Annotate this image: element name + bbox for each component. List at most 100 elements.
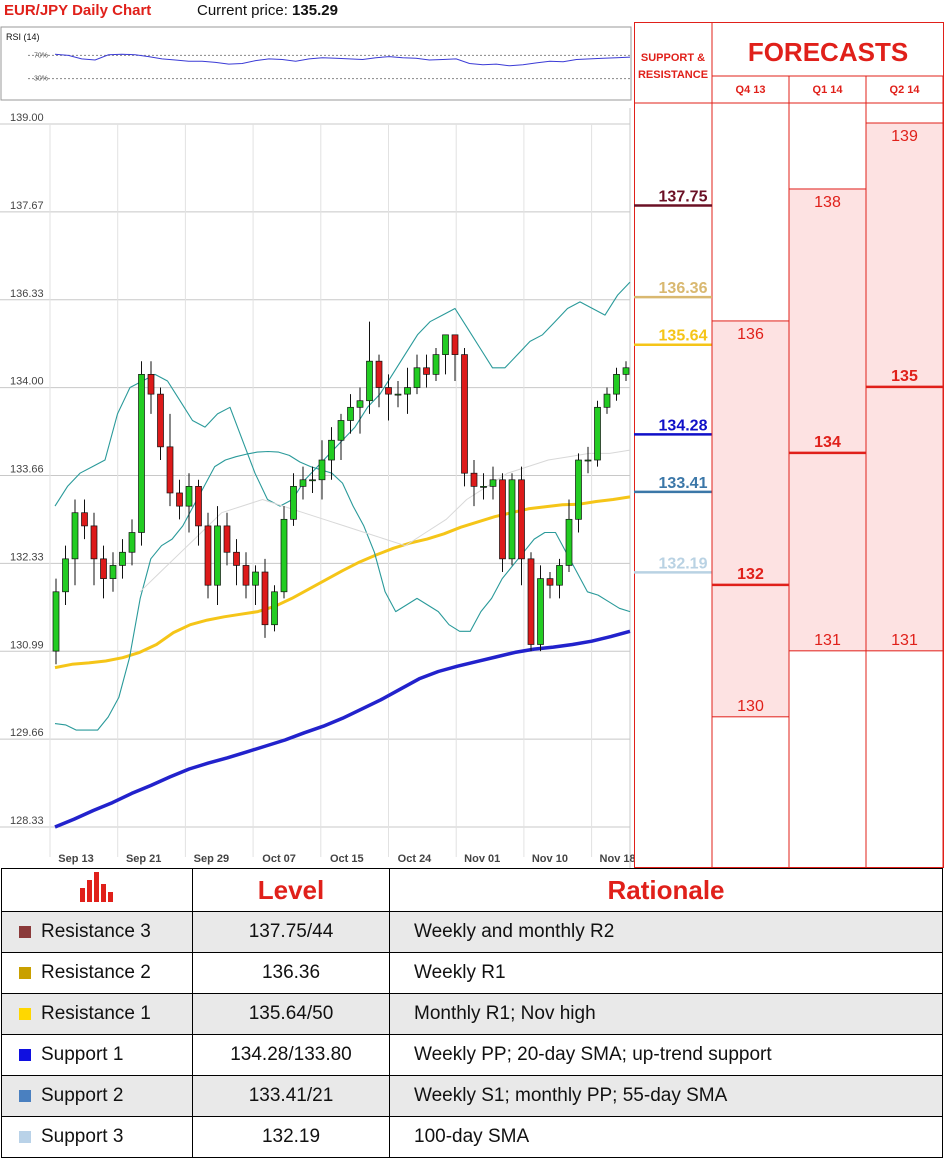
sr-level-label: 136.36: [659, 280, 708, 297]
price-tick-label: 134.00: [10, 376, 44, 388]
candle-down: [451, 334, 459, 355]
candle-up: [480, 486, 487, 488]
candle-up: [71, 512, 79, 560]
table-header-level: Level: [192, 868, 390, 912]
sr-level-label: 137.75: [659, 188, 708, 205]
price-tick-label: 129.66: [10, 727, 44, 739]
forecast-mid-label: 132: [737, 566, 764, 583]
level-color-swatch: [19, 1007, 31, 1020]
level-color-swatch: [19, 1130, 31, 1143]
candle-up: [185, 486, 193, 507]
table-row: Resistance 3 137.75/44 Weekly and monthly …: [1, 911, 943, 953]
level-name: Support 1: [41, 1044, 124, 1065]
bollinger-lower-line: [54, 450, 631, 731]
candle-down: [90, 525, 98, 560]
candle-up: [280, 518, 288, 593]
candle-up: [299, 479, 307, 487]
candle-up: [356, 400, 364, 408]
candle-up: [252, 571, 259, 586]
level-name: Support 3: [41, 1126, 124, 1147]
price-tick-label: 139.00: [10, 112, 44, 124]
forecast-high-label: 139: [891, 128, 918, 145]
forecast-mid-label: 134: [814, 434, 841, 451]
candle-up: [271, 591, 278, 626]
table-row: Resistance 2 136.36 Weekly R1: [1, 952, 943, 994]
forecast-mid-label: 135: [891, 368, 918, 385]
forecast-column-header: Q2 14: [890, 84, 921, 96]
chart-title-bar: EUR/JPY Daily Chart Current price: 135.2…: [0, 0, 630, 24]
candle-up: [318, 459, 326, 481]
candle-up: [138, 374, 145, 533]
level-value: 133.41/21: [192, 1075, 390, 1117]
table-row: Support 3 132.19 100-day SMA: [1, 1116, 943, 1158]
table-row: Support 1 134.28/133.80 Weekly PP; 20-day …: [1, 1034, 943, 1076]
candle-down: [499, 479, 506, 560]
level-name-cell: Resistance 3: [1, 911, 193, 953]
level-name-cell: Resistance 1: [1, 993, 193, 1035]
candle-up: [413, 367, 421, 388]
date-tick-label: Sep 13: [58, 853, 93, 865]
sr-level-label: 135.64: [659, 328, 708, 345]
price-tick-label: 130.99: [10, 639, 44, 651]
candle-up: [575, 459, 582, 520]
candle-up: [347, 406, 354, 421]
candle-up: [128, 532, 136, 553]
sma-100-line: [54, 495, 631, 670]
forecasts-title: FORECASTS: [748, 37, 908, 67]
forecast-column-header: Q1 14: [813, 84, 844, 96]
current-price-value: 135.29: [292, 2, 338, 19]
candle-up: [603, 393, 611, 408]
level-rationale: Weekly PP; 20-day SMA; up-trend support: [389, 1034, 943, 1076]
candle-up: [442, 334, 449, 355]
candle-up: [52, 591, 60, 652]
candle-up: [328, 439, 335, 461]
rsi-title: RSI (14): [6, 32, 40, 42]
candle-down: [176, 492, 183, 507]
candle-down: [461, 354, 468, 474]
candle-up: [565, 518, 573, 566]
candle-down: [470, 472, 478, 487]
table-header-icon-cell: [1, 868, 193, 912]
candle-up: [337, 420, 345, 441]
candle-down: [518, 479, 525, 560]
level-name: Resistance 3: [41, 921, 151, 942]
table-header-rationale: Rationale: [389, 868, 943, 912]
candle-down: [223, 525, 231, 553]
candle-up: [109, 565, 117, 579]
candle-down: [261, 571, 269, 626]
candle-down: [157, 393, 164, 448]
candle-up: [594, 406, 601, 461]
table-row: Resistance 1 135.64/50 Monthly R1; Nov hig…: [1, 993, 943, 1035]
price-tick-label: 137.67: [10, 200, 44, 212]
level-rationale: Monthly R1; Nov high: [389, 993, 943, 1035]
rsi-tick-label: 30%: [34, 76, 48, 83]
candle-up: [584, 459, 592, 462]
level-color-swatch: [19, 925, 31, 938]
date-tick-label: Nov 10: [532, 853, 568, 865]
date-tick-label: Oct 15: [330, 853, 364, 865]
level-rationale: Weekly S1; monthly PP; 55-day SMA: [389, 1075, 943, 1117]
level-value: 136.36: [192, 952, 390, 994]
level-value: 135.64/50: [192, 993, 390, 1035]
level-name: Support 2: [41, 1085, 124, 1106]
sma-200-line: [54, 629, 631, 829]
level-value: 137.75/44: [192, 911, 390, 953]
candle-down: [546, 578, 554, 586]
candle-up: [290, 486, 297, 520]
chart-title: EUR/JPY Daily Chart: [4, 2, 152, 19]
candle-up: [394, 393, 402, 396]
forecast-low-label: 130: [737, 698, 764, 715]
forecast-range-bar: [711, 320, 790, 718]
candle-up: [62, 558, 69, 593]
candle-up: [508, 479, 516, 560]
current-price-label: Current price:: [197, 2, 288, 19]
candle-up: [404, 387, 411, 395]
candle-down: [385, 387, 392, 395]
level-rationale: Weekly and monthly R2: [389, 911, 943, 953]
candle-down: [100, 558, 107, 579]
candle-down: [233, 551, 240, 566]
candle-down: [166, 446, 174, 494]
price-tick-label: 136.33: [10, 288, 44, 300]
current-price: Current price: 135.29: [197, 2, 338, 19]
date-tick-label: Nov 18: [600, 853, 634, 865]
